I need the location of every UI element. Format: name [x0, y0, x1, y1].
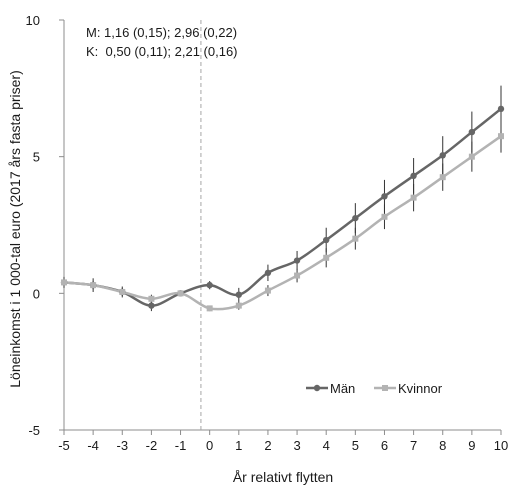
data-point-women	[323, 254, 330, 261]
error-bars	[63, 85, 502, 312]
data-point-women	[235, 302, 242, 309]
series-line-women	[63, 135, 502, 311]
x-tick-label: 3	[293, 438, 300, 453]
x-tick-label: 0	[206, 438, 213, 453]
x-tick-label: 1	[235, 438, 242, 453]
x-tick-label: -4	[87, 438, 99, 453]
data-point-women	[206, 305, 213, 312]
data-point-women	[264, 287, 271, 294]
data-point-men	[381, 193, 388, 200]
data-point-men	[235, 291, 242, 298]
y-tick-label: 10	[26, 13, 40, 28]
legend-marker-men	[313, 384, 321, 392]
y-tick-label: 0	[33, 286, 40, 301]
x-tick-label: -5	[58, 438, 70, 453]
series-markers	[60, 105, 505, 312]
data-point-women	[148, 295, 155, 302]
data-point-women	[498, 133, 504, 140]
data-point-men	[206, 281, 213, 289]
x-axis-label: År relativt flytten	[233, 469, 333, 485]
data-point-women	[61, 279, 67, 286]
x-tick-label: 7	[410, 438, 417, 453]
annotation-women: K: 0,50 (0,11); 2,21 (0,16)	[86, 44, 238, 59]
x-tick-label: 2	[264, 438, 271, 453]
legend-label-men: Män	[330, 381, 355, 396]
legend-label-women: Kvinnor	[398, 381, 443, 396]
data-point-men	[352, 214, 359, 222]
x-tick-label: -1	[175, 438, 187, 453]
x-tick-label: 9	[468, 438, 475, 453]
x-tick-label: 5	[352, 438, 359, 453]
data-point-women	[439, 174, 446, 181]
data-point-women	[119, 288, 126, 295]
legend: Män Kvinnor	[306, 381, 443, 396]
data-point-women	[294, 272, 301, 279]
data-point-men	[323, 236, 330, 244]
data-point-men	[293, 257, 301, 264]
series-line-men	[63, 107, 502, 307]
data-point-men	[468, 128, 476, 136]
data-point-men	[497, 105, 505, 113]
data-point-women	[410, 194, 417, 201]
tick-labels: -5 0 5 10 -5 -4 -3 -2 -1 0 1 2 3 4 5 6 7 8 9 10	[26, 13, 509, 453]
data-point-women	[381, 213, 388, 220]
data-point-women	[468, 153, 475, 160]
data-point-men	[148, 302, 155, 309]
x-tick-label: -3	[116, 438, 128, 453]
y-tick-label: 5	[33, 150, 40, 165]
x-tick-label: 10	[494, 438, 508, 453]
data-point-men	[439, 152, 446, 159]
y-tick-label: -5	[28, 423, 40, 438]
data-point-women	[90, 282, 97, 289]
data-point-men	[410, 172, 417, 179]
annotation-men: M: 1,16 (0,15); 2,96 (0,22)	[86, 25, 237, 40]
series-lines	[63, 107, 502, 311]
x-tick-label: -2	[146, 438, 158, 453]
x-tick-label: 8	[439, 438, 446, 453]
x-tick-label: 4	[323, 438, 330, 453]
data-point-men	[264, 269, 272, 277]
y-axis-label: Löneinkomst i 1 000-tal euro (2017 års f…	[7, 70, 23, 388]
axes	[59, 19, 502, 435]
x-tick-label: 6	[381, 438, 388, 453]
data-point-women	[352, 235, 359, 242]
data-point-women	[177, 290, 184, 297]
legend-marker-women	[382, 385, 388, 391]
